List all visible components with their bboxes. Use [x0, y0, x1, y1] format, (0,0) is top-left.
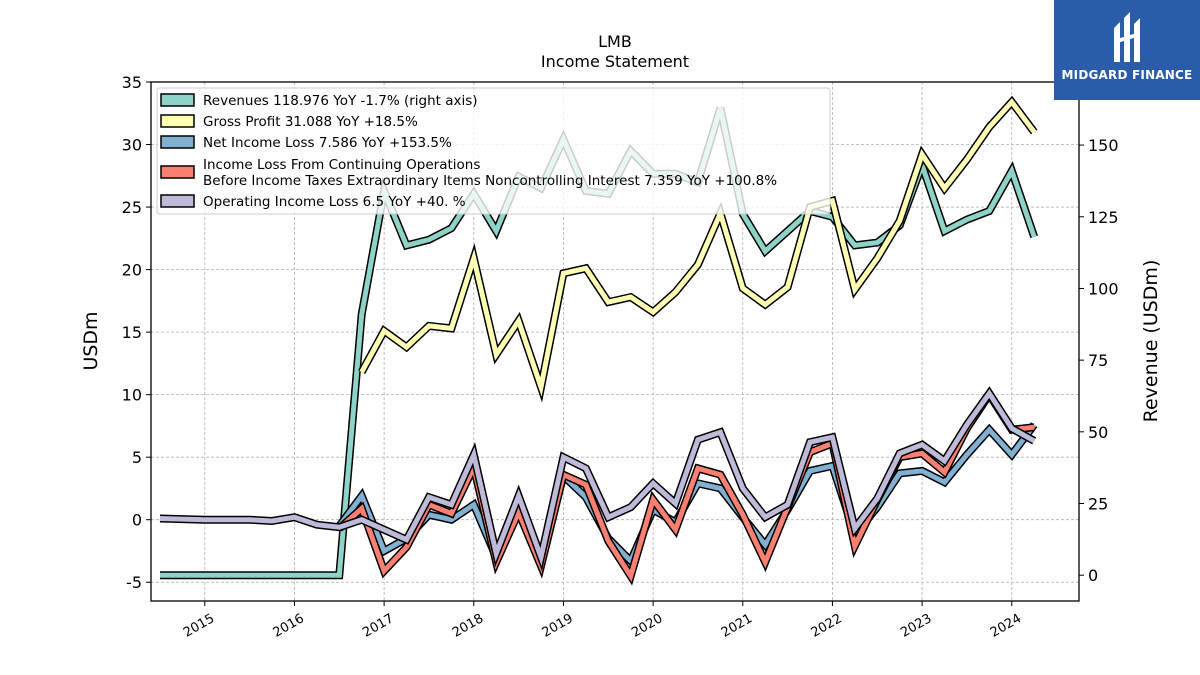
y-tick-label-left: 15 [122, 323, 142, 342]
legend-entry-net-income: Net Income Loss 7.586 YoY +153.5% [160, 135, 452, 151]
y-tick-label-right: 50 [1088, 423, 1108, 442]
legend-swatch [160, 114, 195, 128]
y-tick-label-left: 10 [122, 386, 142, 405]
x-tick-label: 2023 [898, 611, 934, 641]
logo-text: MIDGARD FINANCE [1061, 68, 1193, 82]
legend-swatch [160, 165, 195, 179]
legend: Revenues 118.976 YoY -1.7% (right axis) G… [156, 87, 831, 215]
legend-label: Gross Profit 31.088 YoY +18.5% [203, 114, 418, 130]
legend-box [156, 87, 831, 215]
legend-label: Income Loss From Continuing Operations [203, 157, 480, 173]
series-layer [159, 95, 1038, 586]
legend-entry-gross-profit: Gross Profit 31.088 YoY +18.5% [160, 114, 418, 130]
x-tick-label: 2020 [629, 611, 665, 641]
y-tick-label-left: 25 [122, 198, 142, 217]
x-tick-label: 2021 [719, 611, 755, 641]
chart-title: LMB [598, 32, 632, 51]
y-tick-label-left: 30 [122, 136, 142, 155]
legend-swatch [160, 135, 195, 149]
x-tick-label: 2015 [181, 611, 217, 641]
y-axis-label-left: USDm [80, 311, 102, 370]
y-tick-label-right: 150 [1088, 136, 1119, 155]
y-axis-label-right: Revenue (USDm) [1140, 260, 1162, 423]
legend-entry-revenues: Revenues 118.976 YoY -1.7% (right axis) [160, 93, 478, 109]
y-tick-label-right: 0 [1088, 566, 1098, 585]
midgard-logo-mark-icon [1114, 12, 1140, 62]
y-tick-label-right: 25 [1088, 495, 1108, 514]
x-tick-label: 2022 [809, 611, 845, 641]
x-tick-label: 2016 [271, 611, 307, 641]
x-tick-label: 2024 [988, 611, 1024, 641]
series-line [159, 388, 1036, 567]
x-tick-label: 2019 [540, 611, 576, 641]
series-gross-profit [358, 95, 1038, 403]
series-line [359, 98, 1037, 397]
y-tick-label-left: -5 [126, 573, 142, 592]
plot-frame [150, 81, 1080, 602]
series-line [337, 390, 1035, 582]
chart-subtitle: Income Statement [541, 52, 689, 71]
legend-label: Before Income Taxes Extraordinary Items … [203, 173, 777, 189]
y-tick-label-right: 75 [1088, 351, 1108, 370]
legend-label: Net Income Loss 7.586 YoY +153.5% [203, 135, 452, 151]
series-pretax-income [336, 387, 1035, 586]
x-tick-label: 2017 [360, 611, 396, 641]
series-line-outline [336, 387, 1035, 586]
legend-swatch [160, 93, 195, 107]
y-tick-label-right: 100 [1088, 279, 1119, 298]
midgard-finance-logo: MIDGARD FINANCE [1054, 0, 1200, 100]
y-tick-label-left: 5 [132, 448, 142, 467]
legend-label: Revenues 118.976 YoY -1.7% (right axis) [203, 93, 478, 109]
series-operating-income [159, 386, 1037, 572]
y-tick-label-left: 20 [122, 261, 142, 280]
y-tick-label-left: 0 [132, 511, 142, 530]
y-tick-label-right: 125 [1088, 208, 1119, 227]
y-tick-label-left: 35 [122, 73, 142, 92]
legend-label: Operating Income Loss 6.5 YoY +40. % [203, 194, 466, 210]
legend-entry-pretax-income: Income Loss From Continuing OperationsBe… [160, 157, 777, 189]
legend-entry-operating-income: Operating Income Loss 6.5 YoY +40. % [160, 194, 466, 210]
legend-swatch [160, 194, 195, 208]
x-tick-label: 2018 [450, 611, 486, 641]
